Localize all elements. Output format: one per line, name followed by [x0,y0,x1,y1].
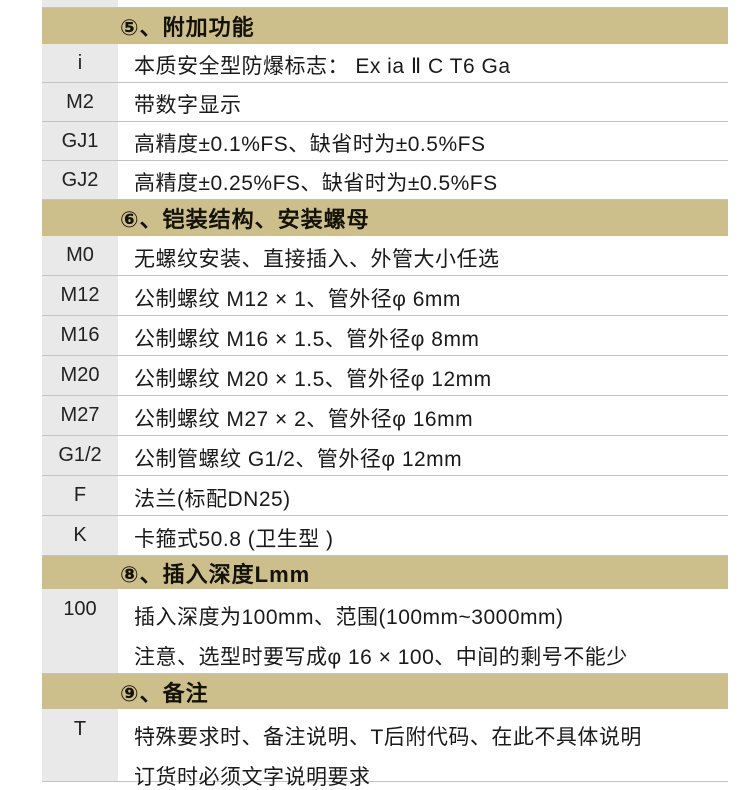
row-desc-line: 公制螺纹 M27 × 2、管外径φ 16mm [134,407,474,431]
row-code: K [42,516,118,555]
row-code: M16 [42,316,118,355]
section-title: ⑥、铠装结构、安装螺母 [120,207,370,232]
row-desc-line: 带数字显示 [134,94,242,117]
partial-row-above [42,0,728,8]
table-row: GJ2 高精度±0.25%FS、缺省时为±0.5%FS [42,161,728,200]
partial-row-desc-cell [118,0,728,7]
row-code: 100 [42,589,118,673]
row-desc: 带数字显示 [118,83,728,121]
section-header-9: ⑨、备注 [42,674,728,709]
table-row: M16 公制螺纹 M16 × 1.5、管外径φ 8mm [42,316,728,356]
row-desc-line: 卡箍式50.8 (卫生型 ) [134,527,334,551]
row-desc: 公制螺纹 M16 × 1.5、管外径φ 8mm [118,316,728,355]
row-desc-line: 特殊要求时、备注说明、T后附代码、在此不具体说明 [134,726,642,749]
row-desc: 插入深度为100mm、范围(100mm~3000mm) 注意、选型时要写成φ 1… [118,589,728,673]
table-row: M20 公制螺纹 M20 × 1.5、管外径φ 12mm [42,356,728,396]
row-desc-line: 法兰(标配DN25) [134,487,291,511]
row-code: M20 [42,356,118,395]
section-title: ⑨、备注 [120,680,209,706]
row-code: M2 [42,83,118,121]
row-code: GJ2 [42,161,118,199]
section-header-8: ⑧、插入深度Lmm [42,556,728,589]
row-desc: 无螺纹安装、直接插入、外管大小任选 [118,236,728,275]
table-row: G1/2 公制管螺纹 G1/2、管外径φ 12mm [42,436,728,476]
row-desc: 公制螺纹 M12 × 1、管外径φ 6mm [118,276,728,315]
row-desc-line: 订货时必须文字说明要求 [134,766,371,789]
row-desc-line: 本质安全型防爆标志： Ex ia Ⅱ C T6 Ga [134,55,511,78]
row-desc-line: 无螺纹安装、直接插入、外管大小任选 [134,247,500,271]
row-desc-line: 公制螺纹 M20 × 1.5、管外径φ 12mm [134,367,492,391]
row-code: i [42,44,118,82]
row-desc: 高精度±0.25%FS、缺省时为±0.5%FS [118,161,728,199]
row-desc: 本质安全型防爆标志： Ex ia Ⅱ C T6 Ga [118,44,728,82]
section-header-5: ⑤、附加功能 [42,8,728,44]
table-row: F 法兰(标配DN25) [42,476,728,516]
row-desc-line: 高精度±0.1%FS、缺省时为±0.5%FS [134,133,486,156]
table-row: M2 带数字显示 [42,83,728,122]
row-desc: 高精度±0.1%FS、缺省时为±0.5%FS [118,122,728,160]
table-row: 100 插入深度为100mm、范围(100mm~3000mm) 注意、选型时要写… [42,589,728,674]
table-row: T 特殊要求时、备注说明、T后附代码、在此不具体说明 订货时必须文字说明要求 [42,709,728,789]
row-code: M12 [42,276,118,315]
row-desc-line: 公制螺纹 M12 × 1、管外径φ 6mm [134,287,461,311]
row-desc-line: 高精度±0.25%FS、缺省时为±0.5%FS [134,172,498,195]
row-desc-line: 插入深度为100mm、范围(100mm~3000mm) [134,606,564,629]
row-desc: 特殊要求时、备注说明、T后附代码、在此不具体说明 订货时必须文字说明要求 [118,709,728,789]
selection-code-table: ⑤、附加功能 i 本质安全型防爆标志： Ex ia Ⅱ C T6 Ga M2 带… [42,0,728,790]
table-row: M12 公制螺纹 M12 × 1、管外径φ 6mm [42,276,728,316]
row-code: G1/2 [42,436,118,475]
section-title: ⑤、附加功能 [120,15,255,40]
partial-row-code-cell [42,0,118,7]
row-code: M0 [42,236,118,275]
table-row: M0 无螺纹安装、直接插入、外管大小任选 [42,236,728,276]
bottom-margin [42,782,728,790]
section-header-6: ⑥、铠装结构、安装螺母 [42,200,728,236]
table-row: M27 公制螺纹 M27 × 2、管外径φ 16mm [42,396,728,436]
row-code: T [42,709,118,781]
row-desc: 公制管螺纹 G1/2、管外径φ 12mm [118,436,728,475]
row-desc-line: 公制螺纹 M16 × 1.5、管外径φ 8mm [134,327,480,351]
row-desc: 公制螺纹 M27 × 2、管外径φ 16mm [118,396,728,435]
row-desc: 公制螺纹 M20 × 1.5、管外径φ 12mm [118,356,728,395]
row-code: GJ1 [42,122,118,160]
table-row: K 卡箍式50.8 (卫生型 ) [42,516,728,556]
row-desc: 卡箍式50.8 (卫生型 ) [118,516,728,555]
row-desc: 法兰(标配DN25) [118,476,728,515]
row-desc-line: 注意、选型时要写成φ 16 × 100、中间的剩号不能少 [134,646,628,669]
table-row: GJ1 高精度±0.1%FS、缺省时为±0.5%FS [42,122,728,161]
table-row: i 本质安全型防爆标志： Ex ia Ⅱ C T6 Ga [42,44,728,83]
section-title: ⑧、插入深度Lmm [120,561,311,587]
row-code: F [42,476,118,515]
row-code: M27 [42,396,118,435]
row-desc-line: 公制管螺纹 G1/2、管外径φ 12mm [134,447,463,471]
